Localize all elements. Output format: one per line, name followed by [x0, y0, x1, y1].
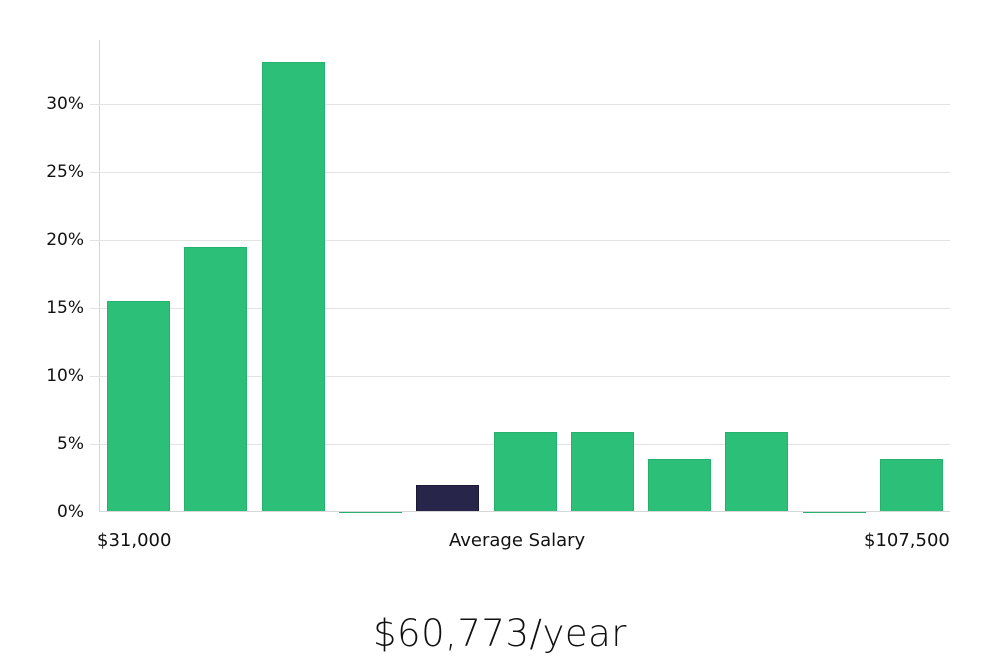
y-tick-label: 25%	[46, 162, 84, 182]
gridline	[90, 239, 950, 241]
salary-histogram: 0% 5% 10% 15% 20% 25% 30% $31,000 Average Sala…	[46, 40, 950, 551]
highlighted-bar	[416, 484, 480, 512]
y-tick-label: 0%	[57, 502, 84, 522]
y-tick-label: 5%	[57, 434, 84, 454]
gridline	[90, 375, 950, 377]
average-salary-value: $60,773/year	[372, 612, 627, 655]
y-tick-label: 10%	[46, 366, 84, 386]
histogram-bar	[184, 246, 248, 512]
gridline	[90, 103, 950, 105]
histogram-bar	[261, 61, 325, 512]
gridline	[90, 307, 950, 309]
x-axis-line	[99, 511, 950, 512]
x-axis-title: Average Salary	[449, 530, 586, 551]
y-tick-label: 30%	[46, 94, 84, 114]
gridline	[90, 171, 950, 173]
y-tick-label: 15%	[46, 298, 84, 318]
y-tick-label: 20%	[46, 230, 84, 250]
x-max-label: $107,500	[864, 530, 950, 551]
histogram-bar	[570, 431, 634, 512]
histogram-bar	[725, 431, 789, 512]
histogram-bar	[648, 458, 712, 512]
x-min-label: $31,000	[97, 530, 172, 551]
histogram-bar	[880, 458, 943, 512]
y-axis-line	[99, 40, 100, 512]
histogram-bar	[493, 431, 557, 512]
histogram-bar	[107, 301, 170, 512]
